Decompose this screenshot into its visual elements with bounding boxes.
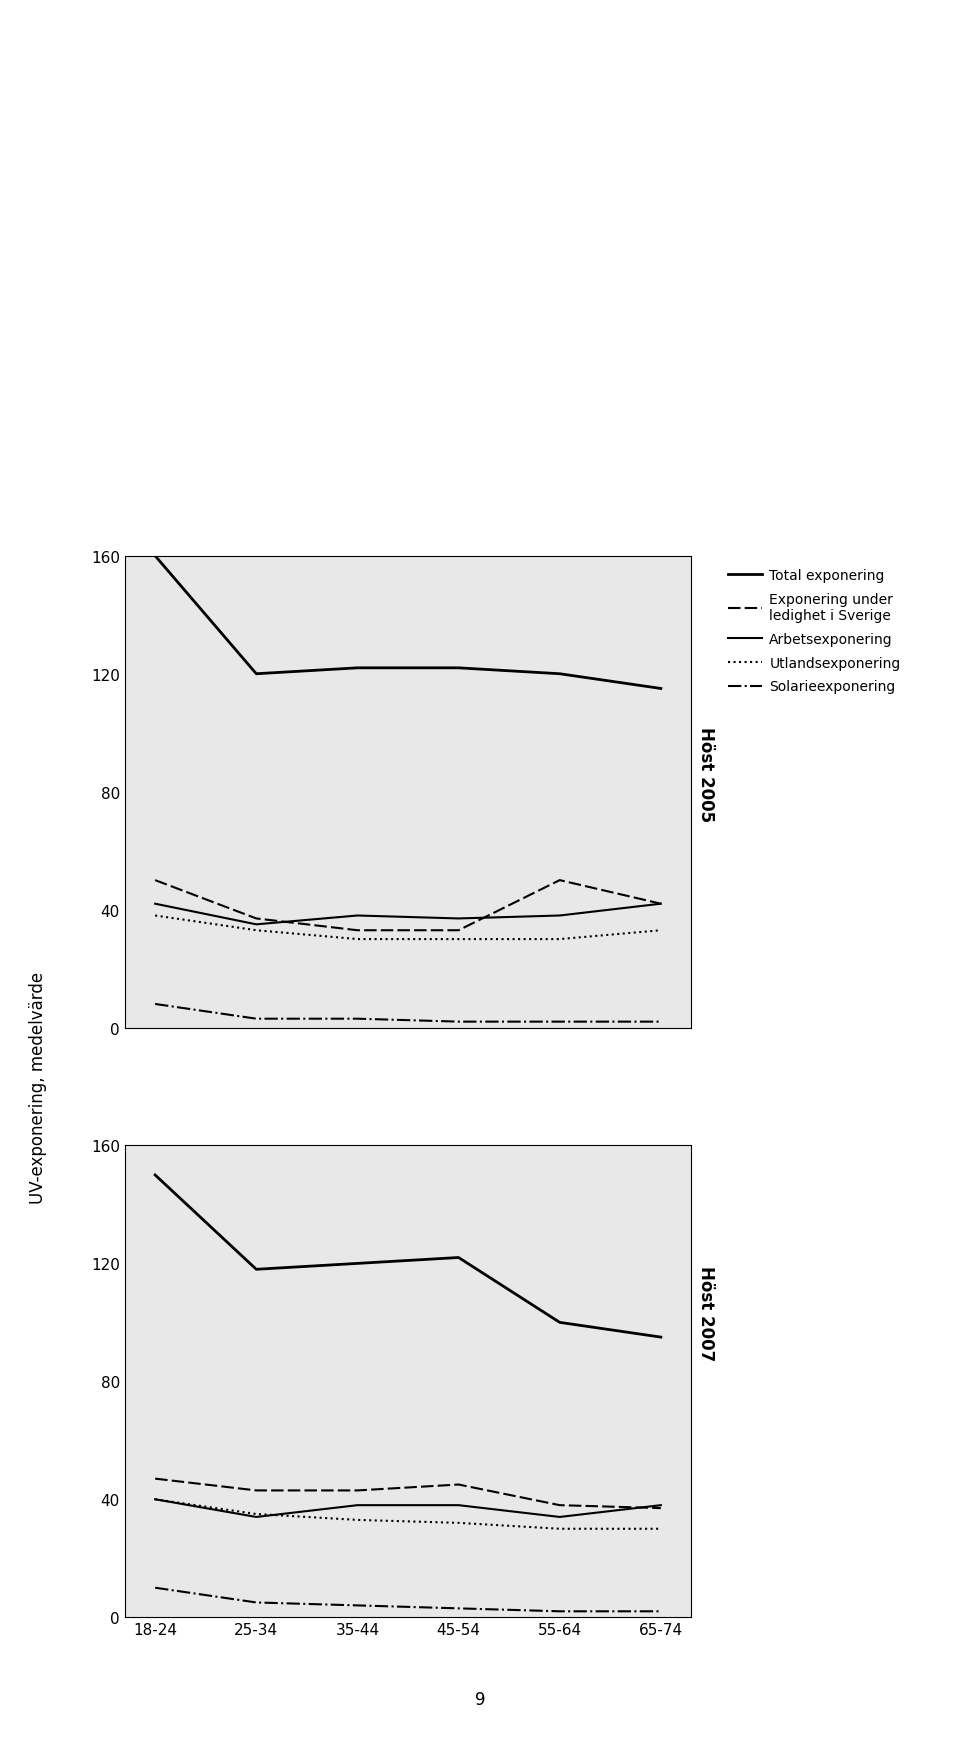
Line: Total exponering: Total exponering	[156, 556, 660, 689]
Line: Exponering under
ledighet i Sverige: Exponering under ledighet i Sverige	[156, 1478, 660, 1508]
Solarieexponering	[150, 1577, 161, 1598]
Line: Solarieexponering: Solarieexponering	[156, 1005, 660, 1023]
Total exponering	[150, 1165, 161, 1186]
Exponering under
ledighet i Sverige	[554, 870, 565, 890]
Line: Arbetsexponering: Arbetsexponering	[156, 1499, 660, 1516]
Utlandsexponering	[453, 929, 465, 949]
Solarieexponering	[655, 1012, 666, 1033]
Arbetsexponering	[351, 1496, 363, 1516]
Arbetsexponering	[150, 1489, 161, 1509]
Total exponering	[150, 546, 161, 567]
Arbetsexponering	[655, 894, 666, 915]
Arbetsexponering	[655, 1496, 666, 1516]
Solarieexponering	[251, 1009, 262, 1029]
Legend: Total exponering, Exponering under
ledighet i Sverige, Arbetsexponering, Utlands: Total exponering, Exponering under ledig…	[722, 563, 906, 699]
Total exponering	[655, 1327, 666, 1348]
Text: UV-exponering, medelvärde: UV-exponering, medelvärde	[30, 970, 47, 1203]
Utlandsexponering	[655, 1518, 666, 1539]
Solarieexponering	[554, 1602, 565, 1622]
Arbetsexponering	[554, 906, 565, 927]
Exponering under
ledighet i Sverige	[251, 908, 262, 929]
Total exponering	[251, 1259, 262, 1280]
Total exponering	[251, 664, 262, 685]
Exponering under
ledighet i Sverige	[554, 1496, 565, 1516]
Solarieexponering	[150, 995, 161, 1016]
Exponering under
ledighet i Sverige	[351, 920, 363, 941]
Exponering under
ledighet i Sverige	[453, 1475, 465, 1496]
Utlandsexponering	[554, 1518, 565, 1539]
Utlandsexponering	[351, 929, 363, 949]
Exponering under
ledighet i Sverige	[251, 1480, 262, 1501]
Utlandsexponering	[655, 920, 666, 941]
Arbetsexponering	[351, 906, 363, 927]
Solarieexponering	[351, 1595, 363, 1616]
Arbetsexponering	[150, 894, 161, 915]
Line: Solarieexponering: Solarieexponering	[156, 1588, 660, 1612]
Utlandsexponering	[251, 1504, 262, 1525]
Total exponering	[554, 1313, 565, 1334]
Total exponering	[554, 664, 565, 685]
Arbetsexponering	[251, 1506, 262, 1527]
Text: Höst 2005: Höst 2005	[697, 727, 714, 821]
Exponering under
ledighet i Sverige	[655, 1497, 666, 1518]
Solarieexponering	[453, 1012, 465, 1033]
Utlandsexponering	[150, 906, 161, 927]
Total exponering	[453, 657, 465, 678]
Exponering under
ledighet i Sverige	[351, 1480, 363, 1501]
Exponering under
ledighet i Sverige	[453, 920, 465, 941]
Utlandsexponering	[351, 1509, 363, 1530]
Arbetsexponering	[554, 1506, 565, 1527]
Utlandsexponering	[453, 1513, 465, 1534]
Arbetsexponering	[453, 1496, 465, 1516]
Line: Total exponering: Total exponering	[156, 1176, 660, 1337]
Line: Exponering under
ledighet i Sverige: Exponering under ledighet i Sverige	[156, 880, 660, 930]
Solarieexponering	[251, 1593, 262, 1614]
Utlandsexponering	[554, 929, 565, 949]
Text: 9: 9	[475, 1690, 485, 1708]
Exponering under
ledighet i Sverige	[150, 1468, 161, 1489]
Total exponering	[453, 1247, 465, 1268]
Utlandsexponering	[150, 1489, 161, 1509]
Exponering under
ledighet i Sverige	[150, 870, 161, 890]
Total exponering	[351, 657, 363, 678]
Text: Höst 2007: Höst 2007	[697, 1266, 714, 1360]
Line: Utlandsexponering: Utlandsexponering	[156, 916, 660, 939]
Utlandsexponering	[251, 920, 262, 941]
Line: Utlandsexponering: Utlandsexponering	[156, 1499, 660, 1529]
Exponering under
ledighet i Sverige	[655, 894, 666, 915]
Solarieexponering	[351, 1009, 363, 1029]
Solarieexponering	[453, 1598, 465, 1619]
Solarieexponering	[655, 1602, 666, 1622]
Arbetsexponering	[453, 908, 465, 929]
Arbetsexponering	[251, 915, 262, 936]
Solarieexponering	[554, 1012, 565, 1033]
Total exponering	[351, 1254, 363, 1275]
Total exponering	[655, 678, 666, 699]
Line: Arbetsexponering: Arbetsexponering	[156, 904, 660, 925]
